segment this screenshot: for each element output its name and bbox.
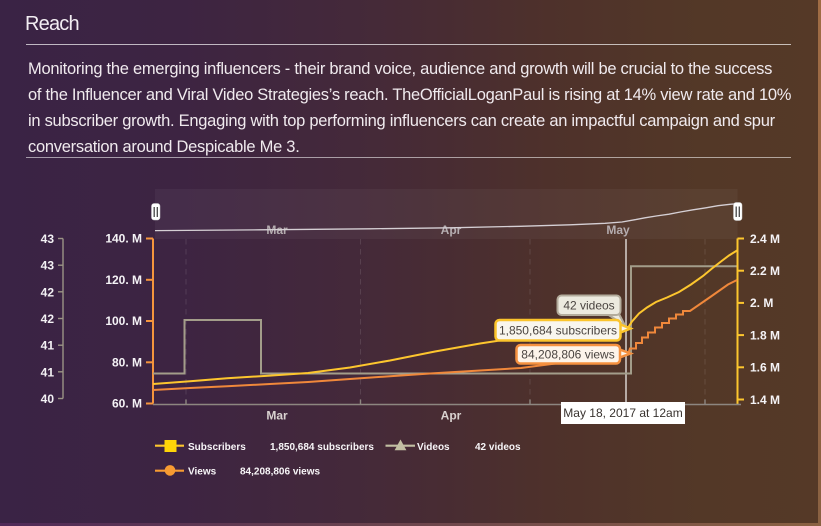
svg-text:1.4 M: 1.4 M [750, 393, 780, 407]
svg-text:43: 43 [41, 259, 55, 273]
svg-text:1,850,684 subscribers: 1,850,684 subscribers [499, 324, 617, 338]
svg-text:42: 42 [41, 312, 55, 326]
svg-text:Apr: Apr [441, 223, 462, 237]
svg-text:84,208,806 views: 84,208,806 views [240, 467, 321, 478]
svg-text:Views: Views [188, 467, 217, 478]
svg-text:May: May [606, 223, 630, 237]
svg-text:60. M: 60. M [112, 397, 142, 411]
svg-text:41: 41 [41, 365, 55, 379]
svg-text:2.2 M: 2.2 M [750, 264, 780, 278]
svg-text:140. M: 140. M [105, 232, 142, 246]
svg-text:100. M: 100. M [105, 314, 142, 328]
svg-text:2.4 M: 2.4 M [750, 232, 780, 246]
svg-text:2. M: 2. M [750, 296, 773, 310]
svg-text:1,850,684 subscribers: 1,850,684 subscribers [270, 442, 374, 453]
svg-text:1.6 M: 1.6 M [750, 361, 780, 375]
svg-text:80. M: 80. M [112, 355, 142, 369]
svg-text:Subscribers: Subscribers [188, 442, 246, 453]
svg-text:84,208,806 views: 84,208,806 views [521, 348, 614, 362]
svg-text:40: 40 [41, 392, 55, 406]
svg-text:43: 43 [41, 232, 55, 246]
svg-text:120. M: 120. M [105, 273, 142, 287]
svg-text:41: 41 [41, 339, 55, 353]
svg-text:42 videos: 42 videos [563, 299, 614, 313]
svg-text:May 18, 2017 at 12am: May 18, 2017 at 12am [563, 406, 682, 420]
svg-text:42 videos: 42 videos [475, 442, 521, 453]
svg-text:Mar: Mar [266, 409, 288, 423]
svg-text:42: 42 [41, 285, 55, 299]
svg-text:1.8 M: 1.8 M [750, 328, 780, 342]
svg-text:Apr: Apr [441, 409, 462, 423]
svg-text:Videos: Videos [417, 442, 450, 453]
